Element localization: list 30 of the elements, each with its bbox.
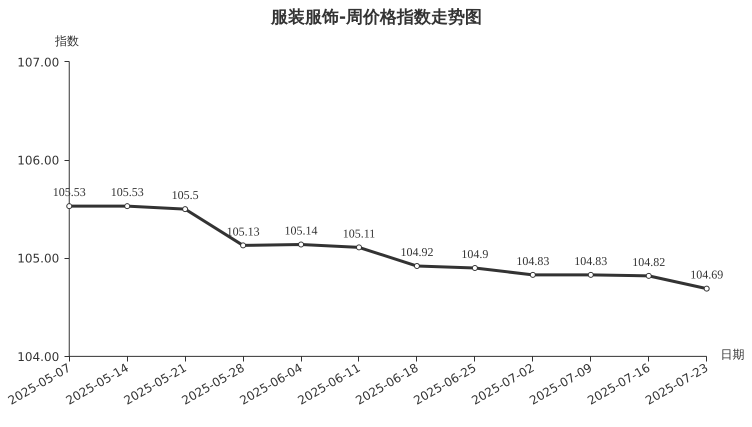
y-axis-title: 指数 [54,34,80,48]
x-axis-title: 日期 [720,347,745,362]
y-tick-label: 106.00 [17,154,60,168]
point [472,265,478,271]
data-label: 105.53 [110,185,144,200]
data-label: 104.69 [690,268,724,282]
y-tick-label: 104.00 [17,350,60,364]
data-label: 104.9 [461,247,488,262]
data-label: 104.82 [632,254,666,269]
data-label: 105.14 [284,223,318,238]
point [530,272,536,278]
y-tick-label: 107.00 [17,55,60,70]
point [124,203,130,210]
point [182,206,188,212]
data-label: 104.83 [516,254,550,268]
data-label: 105.5 [172,188,199,202]
point [240,242,246,248]
data-label: 105.11 [342,226,376,240]
data-label: 104.92 [400,245,434,260]
point [298,241,304,248]
y-tick-label: 105.00 [17,252,60,266]
point [356,244,362,250]
point [414,263,420,270]
data-label: 104.83 [574,254,608,268]
point [588,272,594,278]
point [646,272,652,279]
point [66,203,72,210]
chart-title: 服装服饰-周价格指数走势图 [270,8,482,28]
point [704,286,710,292]
data-label: 105.13 [226,224,260,238]
